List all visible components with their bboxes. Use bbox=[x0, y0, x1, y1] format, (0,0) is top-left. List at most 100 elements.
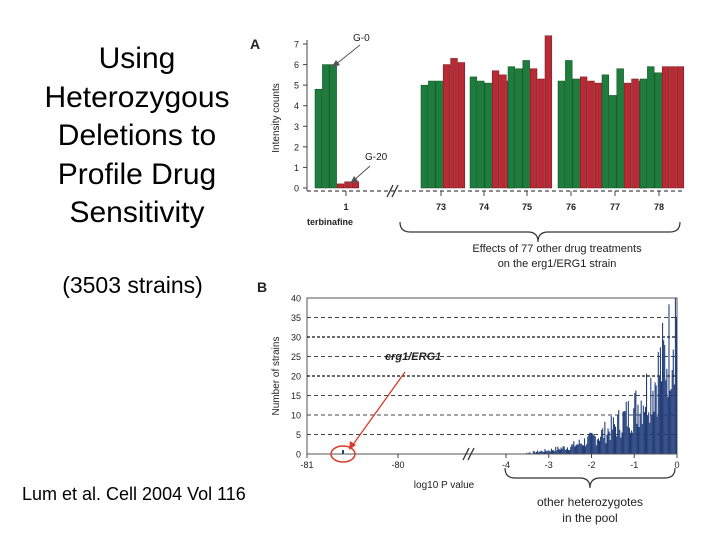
y-tick-label: 0 bbox=[294, 184, 299, 194]
histogram-bar bbox=[652, 390, 654, 454]
histogram-bar bbox=[538, 452, 540, 454]
y-tick-label: 1 bbox=[294, 163, 299, 173]
bar-red bbox=[457, 62, 466, 189]
histogram-bar bbox=[549, 451, 551, 454]
histogram-bar bbox=[674, 298, 676, 454]
histogram-bar bbox=[613, 424, 616, 454]
histogram-bar bbox=[633, 408, 635, 454]
histogram-bar bbox=[642, 405, 644, 454]
slide-title: Using Heterozygous Deletions to Profile … bbox=[22, 40, 252, 233]
histogram-bar bbox=[536, 450, 539, 454]
highlight-arrow bbox=[351, 371, 406, 447]
bar-green bbox=[435, 80, 443, 189]
bar-green bbox=[314, 89, 323, 189]
bar-green bbox=[601, 74, 610, 189]
histogram-bar bbox=[569, 450, 571, 454]
bar-green bbox=[477, 80, 485, 189]
histogram-bar bbox=[611, 429, 613, 454]
x-tick-label: -81 bbox=[300, 460, 313, 470]
histogram-bar bbox=[626, 426, 628, 454]
histogram-bar bbox=[604, 421, 606, 454]
bar-green bbox=[515, 68, 523, 189]
group-label: 76 bbox=[566, 202, 576, 212]
bar-green bbox=[329, 64, 337, 189]
bar-red bbox=[537, 78, 545, 189]
annotation-g0-arrowhead bbox=[331, 60, 340, 68]
histogram-bar bbox=[591, 433, 593, 454]
histogram-bar bbox=[639, 413, 641, 454]
histogram-bar bbox=[634, 393, 636, 454]
bar-green bbox=[654, 72, 662, 189]
bar-green bbox=[322, 64, 330, 189]
x-tick-label: -80 bbox=[391, 460, 404, 470]
histogram-bar bbox=[675, 316, 677, 454]
histogram-bar bbox=[563, 446, 565, 454]
histogram-bar bbox=[575, 445, 577, 454]
group-label: 77 bbox=[610, 202, 620, 212]
histogram-bar bbox=[667, 397, 669, 454]
histogram-bar bbox=[638, 426, 640, 454]
group-label: 74 bbox=[479, 202, 489, 212]
bar-red bbox=[336, 183, 345, 189]
histogram-bar bbox=[596, 439, 598, 454]
bar-red bbox=[529, 68, 538, 189]
title-line: Deletions to bbox=[57, 119, 217, 152]
histogram-bar bbox=[662, 323, 664, 454]
highlight-circle bbox=[330, 445, 356, 463]
y-tick-label: 25 bbox=[291, 352, 301, 362]
histogram-bar bbox=[664, 344, 666, 454]
histogram-bar bbox=[545, 450, 547, 454]
histogram-bar bbox=[627, 400, 629, 454]
y-tick-label: 5 bbox=[294, 81, 299, 91]
histogram-bar bbox=[595, 445, 597, 454]
y-tick-label: 0 bbox=[296, 450, 301, 460]
histogram-bar bbox=[534, 452, 536, 454]
panel-a-brace-label: on the erg1/ERG1 strain bbox=[498, 258, 617, 270]
histogram-bar bbox=[673, 384, 675, 454]
x-tick-label: -2 bbox=[587, 460, 595, 470]
panel-a-label: A bbox=[250, 36, 260, 52]
histogram-bar bbox=[557, 446, 559, 454]
x-tick-label: -4 bbox=[502, 460, 510, 470]
x-tick-label: -3 bbox=[545, 460, 553, 470]
histogram-bar bbox=[529, 452, 531, 454]
y-tick-label: 7 bbox=[294, 40, 299, 50]
histogram-bar bbox=[657, 352, 659, 454]
histogram-bar bbox=[609, 440, 611, 454]
histogram-bar bbox=[617, 414, 619, 454]
histogram-bar bbox=[625, 401, 627, 454]
histogram-bar bbox=[629, 432, 632, 454]
y-tick-label: 5 bbox=[296, 430, 301, 440]
histogram-bar bbox=[579, 443, 581, 454]
histogram-bar bbox=[533, 451, 535, 454]
bar-green bbox=[484, 82, 492, 189]
histogram-bar bbox=[644, 406, 647, 454]
bar-green bbox=[565, 60, 573, 189]
bar-red bbox=[669, 66, 677, 189]
histogram-bar bbox=[574, 446, 576, 454]
histogram-bar bbox=[584, 438, 586, 454]
bar-red bbox=[623, 82, 632, 189]
histogram-bar bbox=[588, 434, 590, 454]
annotation-g0-arrow bbox=[334, 44, 361, 66]
histogram-bar bbox=[621, 432, 623, 454]
histogram-bar bbox=[647, 415, 649, 454]
panel-b-brace-label: other heterozygotes bbox=[537, 495, 643, 509]
y-tick-label: 40 bbox=[291, 294, 301, 304]
panel-a-drug-label: terbinafine bbox=[307, 217, 353, 227]
bar-green bbox=[609, 95, 617, 189]
histogram-bar bbox=[635, 390, 637, 454]
histogram-bar bbox=[572, 444, 574, 454]
panel-a-brace bbox=[399, 221, 681, 243]
histogram-bar bbox=[643, 412, 645, 454]
highlight-bar bbox=[342, 450, 344, 454]
y-tick-label: 30 bbox=[291, 333, 301, 343]
y-tick-label: 3 bbox=[294, 122, 299, 132]
histogram-bar bbox=[543, 451, 545, 454]
histogram-bar bbox=[650, 377, 652, 454]
histogram-bar bbox=[622, 411, 624, 454]
histogram-bar bbox=[539, 451, 541, 454]
histogram-bar bbox=[540, 451, 542, 454]
histogram-bar bbox=[561, 448, 563, 454]
histogram-bar bbox=[660, 381, 663, 454]
